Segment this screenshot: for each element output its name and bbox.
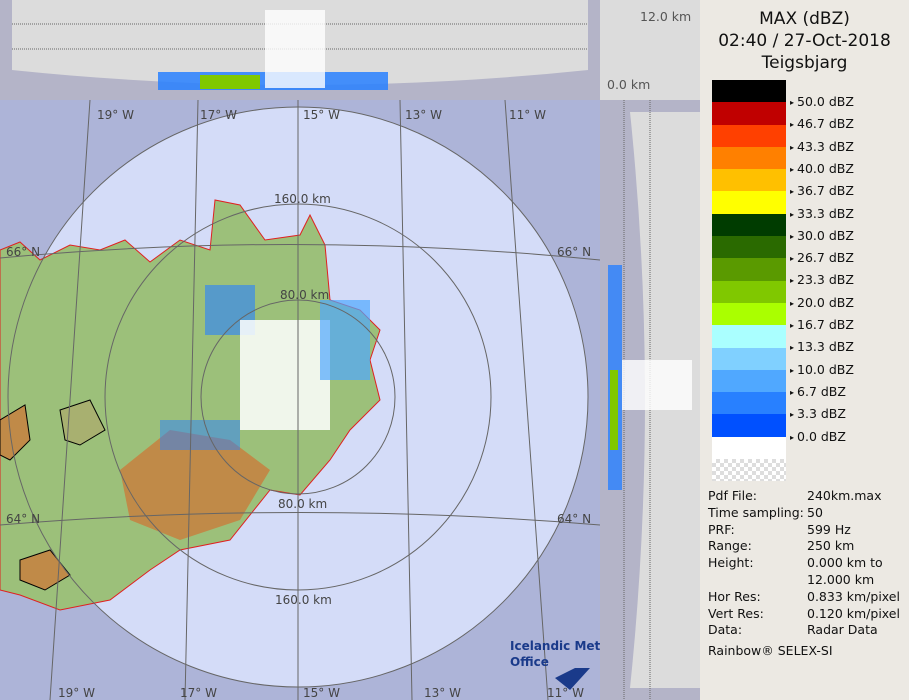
height-min-label: 0.0 km (607, 77, 650, 92)
legend-swatch (712, 369, 786, 393)
info-key: Data: (708, 622, 743, 638)
info-row: 12.000 km (708, 572, 900, 589)
imo-logo: Icelandic Met Office (510, 639, 600, 690)
legend-label: 3.3 dBZ (790, 406, 846, 421)
range-label: 160.0 km (275, 593, 332, 607)
lon-label: 17° W (180, 686, 217, 700)
lon-label: 11° W (509, 108, 546, 122)
lat-label: 64° N (6, 512, 40, 526)
legend-label: 10.0 dBZ (790, 362, 854, 377)
range-label: 80.0 km (278, 497, 327, 511)
top-height-profile: 12.0 km 0.0 km (0, 0, 700, 100)
product-title: MAX (dBZ) (759, 9, 850, 29)
legend-swatch (712, 302, 786, 326)
info-row: PRF: 599 Hz (708, 522, 900, 539)
lon-label: 15° W (303, 108, 340, 122)
info-value: 240km.max (807, 488, 882, 503)
height-max-label: 12.0 km (640, 9, 691, 24)
info-value: 12.000 km (807, 571, 875, 587)
info-value: 250 km (807, 538, 855, 554)
svg-text:Icelandic Met: Icelandic Met (510, 639, 600, 653)
info-value: 0.120 km/pixel (807, 605, 900, 621)
info-row: Pdf File: 240km.max (708, 488, 900, 505)
lon-label: 11° W (547, 686, 584, 700)
legend-swatch (712, 280, 786, 303)
legend-swatch (712, 102, 786, 125)
info-value: 50 (807, 504, 823, 520)
legend-swatch (712, 191, 786, 214)
side-height-profile (600, 100, 700, 700)
info-key: Height: (708, 555, 754, 571)
info-value: 0.833 km/pixel (807, 588, 900, 604)
legend-label: 6.7 dBZ (790, 384, 846, 399)
color-legend: 50.0 dBZ 46.7 dBZ 43.3 dBZ 40.0 dBZ 36.7 dBZ… (712, 80, 854, 482)
legend-swatch (712, 169, 786, 192)
info-row: Range: 250 km (708, 538, 900, 555)
legend-label: 50.0 dBZ (790, 94, 854, 109)
info-key: PRF: (708, 521, 735, 537)
info-row: Data: Radar Data (708, 622, 900, 639)
legend-swatch (712, 392, 786, 415)
footer: Rainbow® SELEX-SI (708, 643, 833, 658)
info-key (708, 572, 807, 589)
info-row: Vert Res: 0.120 km/pixel (708, 606, 900, 623)
legend-swatch (712, 436, 786, 460)
info-value: 599 Hz (807, 521, 851, 537)
legend-swatch (712, 146, 786, 170)
info-value: 0.000 km to (807, 555, 883, 571)
info-value: Radar Data (807, 622, 878, 638)
legend-swatch (712, 213, 786, 237)
legend-label: 23.3 dBZ (790, 272, 854, 287)
lon-label: 19° W (97, 108, 134, 122)
lon-label: 13° W (405, 108, 442, 122)
range-label: 80.0 km (280, 288, 329, 302)
radar-map[interactable]: 19° W 17° W 15° W 13° W 11° W 19° W 17° … (0, 100, 600, 700)
legend-swatch (712, 80, 786, 103)
legend-nodata-swatch (712, 459, 786, 482)
info-table: Pdf File: 240km.max Time sampling: 50 PRF: 59… (708, 488, 900, 639)
lat-label: 64° N (557, 512, 591, 526)
legend-swatch (712, 325, 786, 348)
info-key: Time sampling: (708, 504, 804, 520)
lat-label: 66° N (557, 245, 591, 259)
info-key: Pdf File: (708, 488, 757, 503)
legend-label: 26.7 dBZ (790, 250, 854, 265)
info-row: Height: 0.000 km to (708, 555, 900, 572)
legend-label: 30.0 dBZ (790, 228, 854, 243)
legend-label: 0.0 dBZ (790, 429, 846, 444)
legend-label: 13.3 dBZ (790, 339, 854, 354)
legend-panel: MAX (dBZ) 02:40 / 27-Oct-2018 Teigsbjarg… (700, 0, 909, 700)
legend-swatch (712, 414, 786, 437)
range-label: 160.0 km (274, 192, 331, 206)
legend-label: 33.3 dBZ (790, 206, 854, 221)
lon-label: 15° W (303, 686, 340, 700)
info-key: Range: (708, 538, 752, 554)
site-name: Teigsbjarg (761, 53, 848, 73)
lon-label: 19° W (58, 686, 95, 700)
info-key: Vert Res: (708, 605, 764, 621)
legend-swatch (712, 347, 786, 370)
info-row: Hor Res: 0.833 km/pixel (708, 589, 900, 606)
radar-echoes (160, 285, 370, 450)
legend-label: 46.7 dBZ (790, 116, 854, 131)
legend-label: 40.0 dBZ (790, 161, 854, 176)
info-key: Hor Res: (708, 588, 761, 604)
legend-label: 43.3 dBZ (790, 139, 854, 154)
legend-swatch (712, 236, 786, 259)
legend-label: 20.0 dBZ (790, 295, 854, 310)
datetime: 02:40 / 27-Oct-2018 (718, 31, 891, 51)
legend-label: 36.7 dBZ (790, 183, 854, 198)
legend-label: 16.7 dBZ (790, 317, 854, 332)
info-row: Time sampling: 50 (708, 505, 900, 522)
legend-swatch (712, 258, 786, 281)
legend-swatch (712, 124, 786, 147)
svg-text:Office: Office (510, 655, 549, 669)
lon-label: 13° W (424, 686, 461, 700)
lat-label: 66° N (6, 245, 40, 259)
lon-label: 17° W (200, 108, 237, 122)
